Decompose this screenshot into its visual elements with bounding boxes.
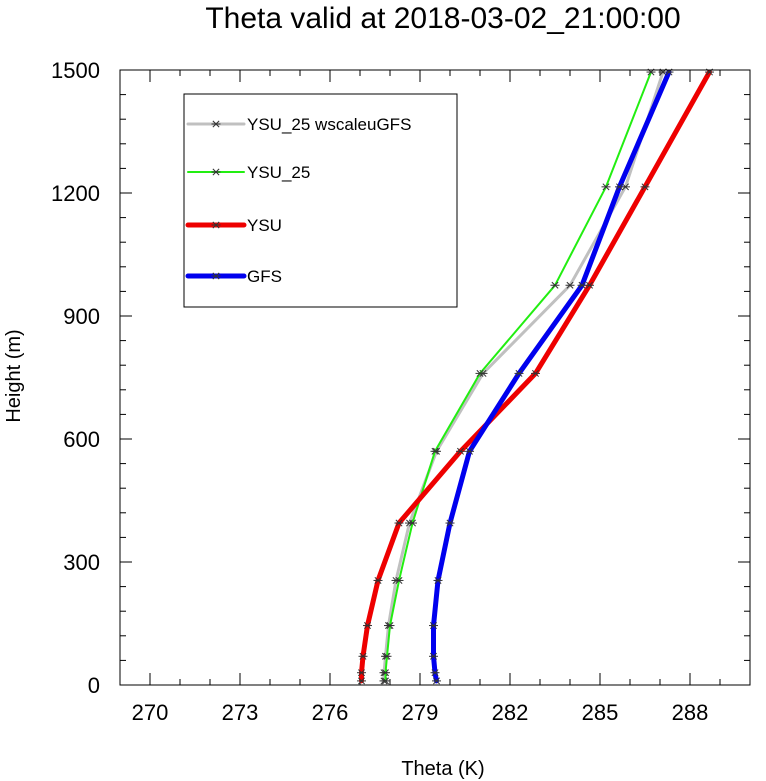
data-point-ysu-25 bbox=[381, 677, 390, 685]
data-point-ysu bbox=[373, 576, 383, 584]
data-point-gfs bbox=[615, 183, 624, 191]
data-point-ysu-25 bbox=[382, 652, 392, 660]
data-point-ysu-25 bbox=[475, 369, 485, 377]
data-series bbox=[357, 68, 714, 685]
data-point-ysu bbox=[363, 622, 372, 630]
data-point-ysu-25 bbox=[385, 622, 395, 630]
x-tick-label: 276 bbox=[312, 700, 349, 725]
data-point-ysu bbox=[358, 652, 368, 660]
legend-marker bbox=[211, 168, 221, 176]
x-tick-label: 282 bbox=[492, 700, 529, 725]
legend-label: YSU bbox=[247, 216, 282, 235]
data-point-ysu bbox=[640, 183, 650, 191]
data-point-ysu-25 bbox=[381, 669, 390, 677]
x-tick-label: 288 bbox=[672, 700, 709, 725]
x-tick-label: 279 bbox=[402, 700, 439, 725]
data-point-ysu bbox=[357, 677, 366, 685]
x-tick-label: 270 bbox=[132, 700, 169, 725]
legend-label: YSU_25 wscaleuGFS bbox=[247, 115, 411, 134]
y-tick-label: 600 bbox=[63, 427, 100, 452]
data-point-gfs bbox=[429, 622, 438, 630]
data-point-gfs bbox=[577, 281, 587, 289]
data-point-ysu bbox=[531, 369, 540, 377]
x-axis-label: Theta (K) bbox=[401, 758, 484, 780]
y-tick-label: 300 bbox=[63, 550, 100, 575]
legend-marker bbox=[211, 272, 221, 280]
data-point-ysu-25 bbox=[550, 281, 560, 289]
y-tick-labels: 0 300 600 900 1200 1500 bbox=[51, 58, 100, 698]
data-point-gfs bbox=[514, 369, 524, 377]
x-tick-labels: 270 273 276 279 282 285 288 bbox=[132, 700, 709, 725]
legend-item-ysu: YSU bbox=[185, 216, 282, 235]
y-tick-label: 1500 bbox=[51, 58, 100, 83]
x-tick-label: 273 bbox=[222, 700, 259, 725]
chart-title: Theta valid at 2018-03-02_21:00:00 bbox=[205, 2, 680, 35]
y-tick-label: 900 bbox=[63, 304, 100, 329]
axis-ticks bbox=[119, 69, 751, 686]
legend-marker bbox=[211, 120, 221, 128]
legend-label: YSU_25 bbox=[247, 163, 310, 182]
data-point-ysu-25 bbox=[601, 183, 611, 191]
data-point-ysu-25-wscaleugfs bbox=[565, 281, 575, 289]
series-gfs bbox=[429, 68, 674, 685]
y-axis-label: Height (m) bbox=[3, 329, 25, 422]
y-tick-label: 1200 bbox=[51, 181, 100, 206]
legend: YSU_25 wscaleuGFS YSU_25 YSU GFS bbox=[183, 93, 458, 308]
legend-box bbox=[183, 93, 458, 308]
data-point-ysu-25 bbox=[430, 447, 440, 455]
legend-item-gfs: GFS bbox=[185, 267, 282, 286]
series-ysu bbox=[357, 68, 714, 685]
data-point-gfs bbox=[465, 447, 474, 455]
legend-item-ysu-25-wscaleugfs: YSU_25 wscaleuGFS bbox=[186, 115, 411, 134]
data-point-ysu bbox=[357, 669, 366, 677]
data-point-ysu bbox=[456, 447, 465, 455]
plot-frame bbox=[119, 69, 751, 686]
series-ysu-25 bbox=[381, 68, 656, 685]
legend-item-ysu-25: YSU_25 bbox=[187, 163, 310, 182]
x-tick-label: 285 bbox=[582, 700, 619, 725]
y-tick-label: 0 bbox=[88, 673, 100, 698]
data-point-gfs bbox=[432, 677, 441, 685]
data-point-gfs bbox=[433, 576, 443, 584]
data-point-ysu-25 bbox=[408, 519, 417, 527]
legend-marker bbox=[211, 221, 221, 229]
data-point-ysu bbox=[394, 519, 404, 527]
data-point-gfs bbox=[430, 669, 440, 677]
legend-items: YSU_25 wscaleuGFS YSU_25 YSU GFS bbox=[185, 115, 411, 286]
data-point-gfs bbox=[429, 652, 438, 660]
data-point-gfs bbox=[445, 519, 455, 527]
data-point-ysu-25 bbox=[394, 576, 404, 584]
legend-label: GFS bbox=[247, 267, 282, 286]
